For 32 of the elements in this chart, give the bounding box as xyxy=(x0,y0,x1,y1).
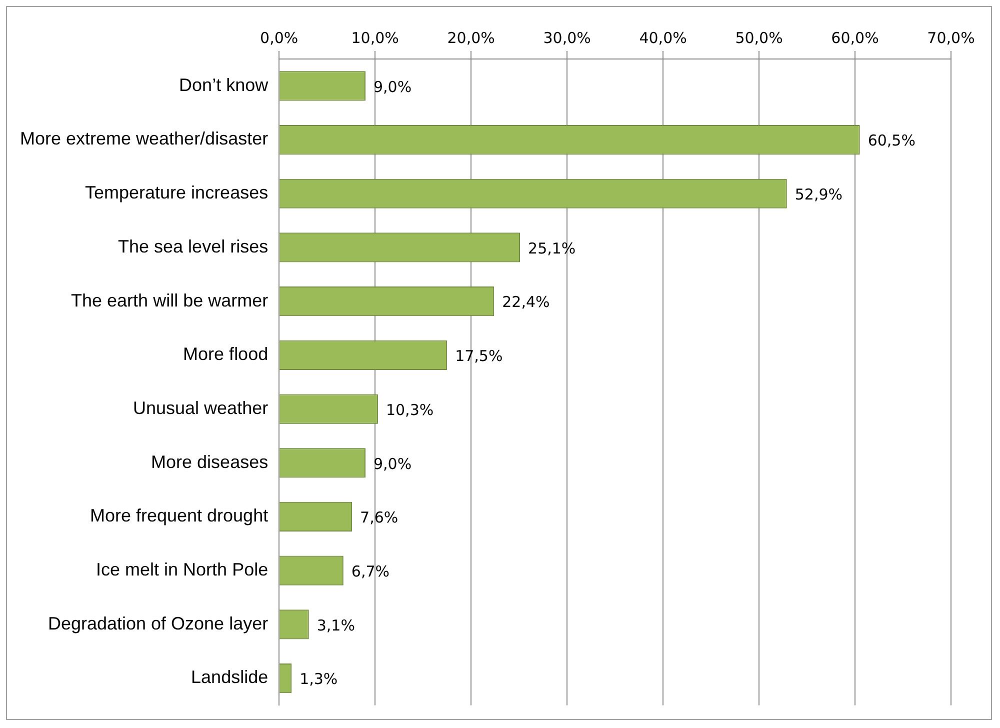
data-label: 7,6% xyxy=(360,508,398,527)
data-label: 52,9% xyxy=(794,186,843,204)
y-tick-label: More diseases xyxy=(151,452,268,472)
y-tick-label: Temperature increases xyxy=(85,182,268,203)
y-tick-label: The earth will be warmer xyxy=(71,290,268,310)
data-label: 60,5% xyxy=(868,132,916,150)
y-tick-label: More extreme weather/disaster xyxy=(20,128,268,149)
data-label: 22,4% xyxy=(502,293,550,312)
data-label: 9,0% xyxy=(373,454,412,473)
data-label: 1,3% xyxy=(300,670,338,688)
y-tick-label: Don’t know xyxy=(179,74,270,95)
data-label: 17,5% xyxy=(455,347,503,366)
y-tick-label: More frequent drought xyxy=(90,506,268,526)
data-label: 9,0% xyxy=(373,78,412,96)
y-tick-label: Landslide xyxy=(191,667,268,688)
x-tick-label: 10,0% xyxy=(351,28,399,47)
x-tick-label: 50,0% xyxy=(735,28,783,47)
data-label: 10,3% xyxy=(386,400,434,419)
data-label: 3,1% xyxy=(316,616,355,634)
y-tick-label: The sea level rises xyxy=(118,236,268,256)
x-tick-label: 40,0% xyxy=(639,28,687,47)
y-tick-label: Unusual weather xyxy=(133,398,268,418)
x-tick-label: 20,0% xyxy=(447,28,495,47)
x-tick-label: 30,0% xyxy=(543,28,591,47)
y-tick-label: Degradation of Ozone layer xyxy=(48,613,268,634)
y-tick-label: More flood xyxy=(183,344,268,364)
data-label: 25,1% xyxy=(528,239,576,258)
x-tick-label: 70,0% xyxy=(927,28,975,47)
x-tick-label: 60,0% xyxy=(831,28,879,47)
x-tick-label: 0,0% xyxy=(260,28,298,47)
y-tick-label: Ice melt in North Pole xyxy=(96,560,268,580)
data-label: 6,7% xyxy=(351,562,390,580)
